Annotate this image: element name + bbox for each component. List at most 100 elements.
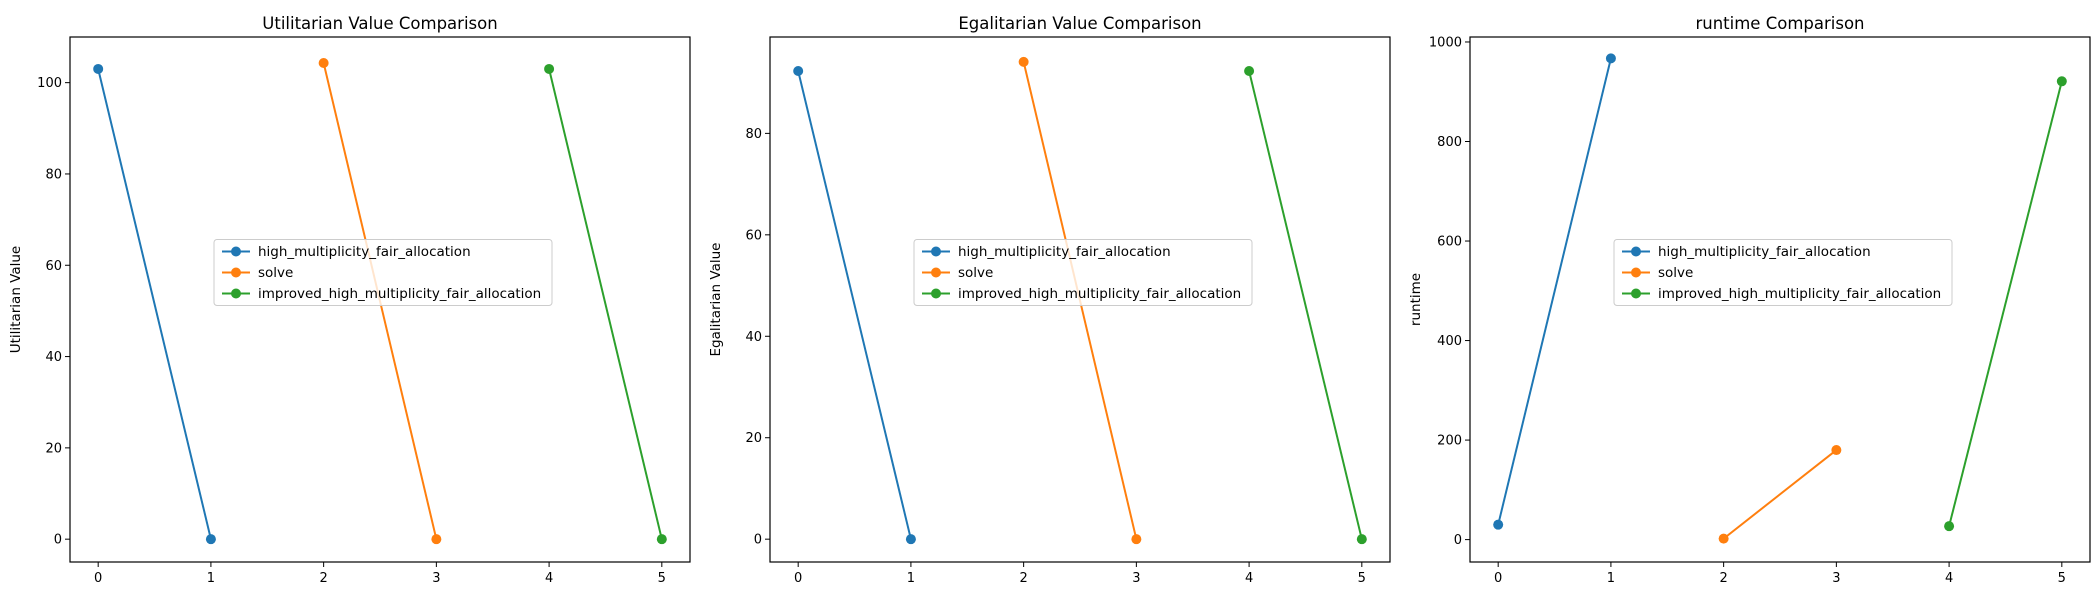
legend-entry: improved_high_multiplicity_fair_allocati…	[1622, 286, 1941, 302]
axes-frame	[1469, 36, 2091, 563]
legend-entry: high_multiplicity_fair_allocation	[222, 244, 471, 260]
x-tick-label: 3	[1832, 571, 1840, 586]
y-tick-label: 200	[1437, 434, 1462, 449]
legend-label: improved_high_multiplicity_fair_allocati…	[1658, 286, 1941, 302]
x-tick-label: 0	[794, 571, 802, 586]
legend-entry: high_multiplicity_fair_allocation	[1622, 244, 1871, 260]
y-axis-label: Utilitarian Value	[8, 246, 24, 354]
x-tick-label: 1	[207, 571, 215, 586]
data-point	[1718, 533, 1729, 544]
y-tick-label: 80	[745, 127, 762, 142]
legend-entry: high_multiplicity_fair_allocation	[922, 244, 1171, 260]
series-0	[793, 65, 916, 545]
legend-marker	[931, 246, 941, 257]
legend-entry: solve	[922, 265, 993, 281]
series-2	[1944, 76, 2067, 532]
legend-entry: improved_high_multiplicity_fair_allocati…	[222, 286, 541, 302]
y-tick-label: 0	[754, 533, 762, 548]
series-line	[97, 68, 212, 540]
axes-frame	[69, 36, 691, 563]
x-tick-label: 2	[1019, 571, 1027, 586]
x-tick-label: 1	[907, 571, 915, 586]
chart-title: Utilitarian Value Comparison	[262, 14, 497, 33]
x-tick-label: 1	[1607, 571, 1615, 586]
legend-marker	[231, 288, 241, 299]
legend-marker	[1631, 288, 1641, 299]
data-point	[1356, 534, 1367, 545]
data-point	[656, 534, 667, 545]
data-point	[1018, 56, 1029, 67]
data-point	[2056, 76, 2067, 87]
series-line	[1497, 58, 1612, 525]
legend-entry: solve	[222, 265, 293, 281]
legend-label: high_multiplicity_fair_allocation	[258, 244, 471, 260]
x-tick-label: 4	[1245, 571, 1253, 586]
y-tick-label: 20	[45, 441, 62, 456]
x-tick-label: 5	[2058, 571, 2066, 586]
chart-panel-2: runtime Comparison 0 1 2 3 4 5 0 200 400 600 800 100…	[1408, 14, 2091, 586]
y-tick-label: 1000	[1429, 35, 1462, 50]
y-tick-label: 40	[45, 350, 62, 365]
data-point	[1493, 519, 1504, 530]
y-tick-label: 60	[745, 228, 762, 243]
y-tick-label: 0	[1454, 533, 1462, 548]
x-tick-label: 3	[432, 571, 440, 586]
series-1	[1718, 445, 1842, 544]
legend-box	[913, 239, 1253, 306]
data-point	[1244, 65, 1255, 76]
series-2	[544, 63, 667, 545]
series-line	[548, 68, 663, 540]
series-line	[797, 70, 912, 540]
legend-box	[213, 239, 553, 306]
legend-box	[1613, 239, 1953, 306]
y-tick-label: 80	[45, 167, 62, 182]
x-tick-label: 0	[94, 571, 102, 586]
legend-label: solve	[958, 265, 993, 281]
legend-label: high_multiplicity_fair_allocation	[1658, 244, 1871, 260]
legend-marker	[1631, 246, 1641, 257]
series-0	[93, 63, 216, 545]
chart-title: Egalitarian Value Comparison	[958, 14, 1201, 33]
y-axis-label: runtime	[1408, 273, 1424, 326]
legend-label: solve	[258, 265, 293, 281]
y-axis-label: Egalitarian Value	[708, 243, 724, 357]
data-point	[905, 534, 916, 545]
chart-title: runtime Comparison	[1695, 14, 1864, 33]
axes-frame	[769, 36, 1391, 563]
y-tick-label: 20	[745, 431, 762, 446]
series-line	[1248, 70, 1363, 540]
legend-entry: improved_high_multiplicity_fair_allocati…	[922, 286, 1241, 302]
legend-entry: solve	[1622, 265, 1693, 281]
legend-marker	[1631, 267, 1641, 278]
y-tick-label: 40	[745, 330, 762, 345]
y-tick-label: 0	[54, 533, 62, 548]
x-tick-label: 5	[1358, 571, 1366, 586]
x-tick-label: 0	[1494, 571, 1502, 586]
x-tick-label: 2	[1719, 571, 1727, 586]
legend-label: improved_high_multiplicity_fair_allocati…	[958, 286, 1241, 302]
legend-marker	[931, 267, 941, 278]
y-tick-label: 400	[1437, 334, 1462, 349]
series-line	[1948, 81, 2063, 527]
data-point	[1831, 445, 1842, 456]
y-tick-label: 800	[1437, 135, 1462, 150]
data-point	[205, 534, 216, 545]
series-0	[1493, 53, 1616, 530]
x-tick-label: 3	[1132, 571, 1140, 586]
chart-panel-1: Egalitarian Value Comparison 0 1 2 3 4 5 0 20 40 6…	[708, 14, 1391, 586]
y-tick-label: 60	[45, 259, 62, 274]
data-point	[431, 534, 442, 545]
series-line	[1723, 449, 1837, 540]
data-point	[1944, 521, 1955, 532]
data-point	[793, 65, 804, 76]
legend-label: improved_high_multiplicity_fair_allocati…	[258, 286, 541, 302]
legend-label: solve	[1658, 265, 1693, 281]
legend-label: high_multiplicity_fair_allocation	[958, 244, 1171, 260]
y-tick-label: 100	[37, 76, 62, 91]
data-point	[93, 63, 104, 74]
data-point	[1131, 534, 1142, 545]
